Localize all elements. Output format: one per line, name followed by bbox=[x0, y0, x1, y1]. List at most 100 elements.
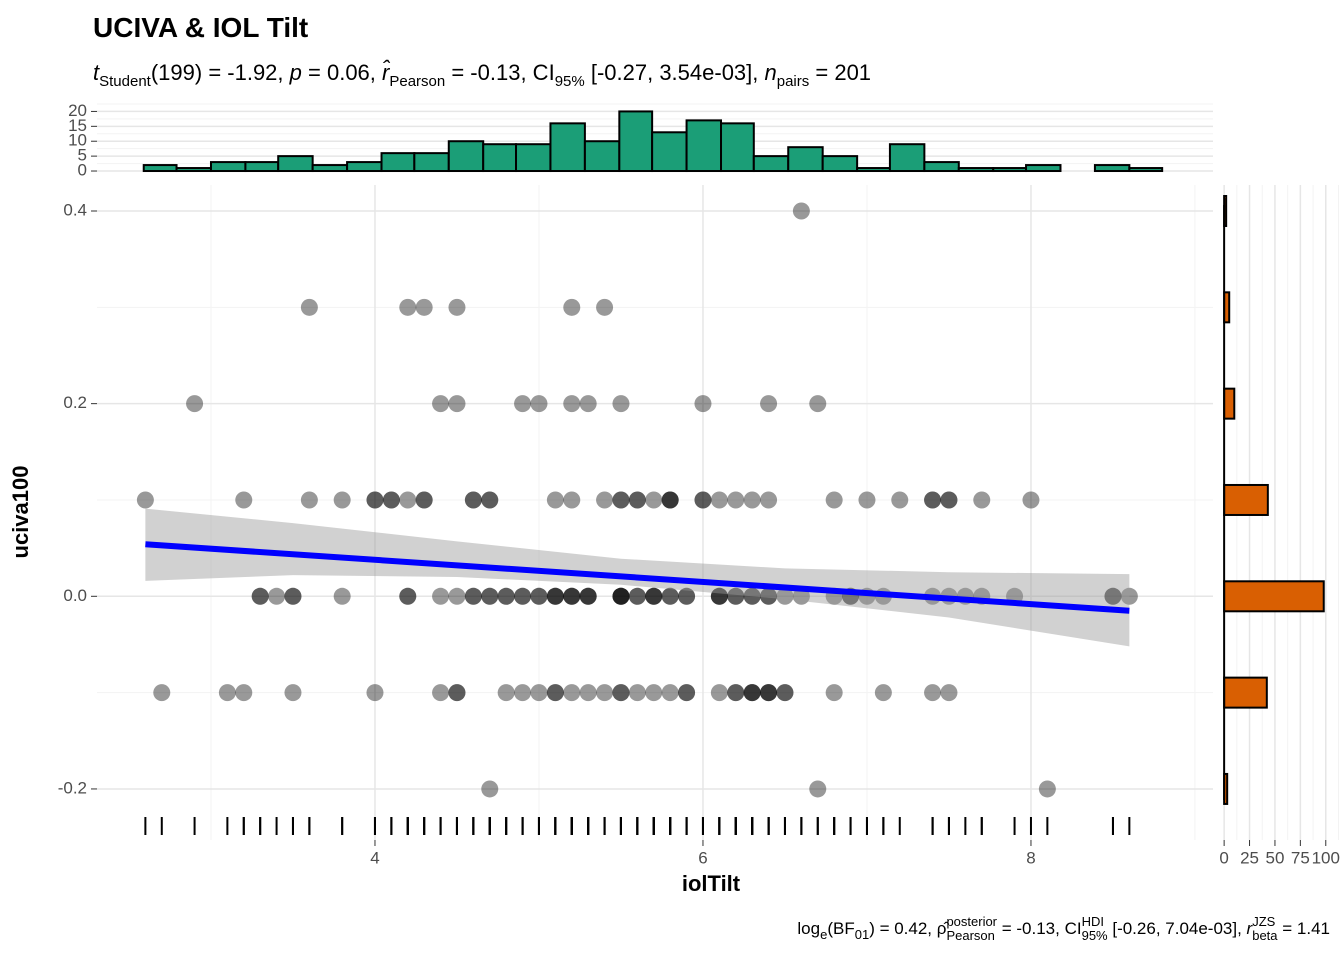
point bbox=[710, 684, 728, 702]
point bbox=[596, 298, 614, 316]
point bbox=[333, 491, 351, 509]
caption-part: r bbox=[1247, 919, 1254, 938]
point bbox=[628, 491, 646, 509]
point bbox=[792, 202, 810, 220]
point bbox=[530, 587, 548, 605]
point bbox=[710, 587, 728, 605]
point bbox=[612, 587, 630, 605]
point bbox=[760, 587, 778, 605]
point bbox=[366, 684, 384, 702]
point bbox=[481, 780, 499, 798]
point bbox=[612, 395, 630, 413]
point bbox=[514, 684, 532, 702]
histogram-bar bbox=[1223, 387, 1236, 420]
histogram-bar bbox=[856, 167, 891, 173]
point bbox=[743, 684, 761, 702]
point bbox=[563, 684, 581, 702]
point bbox=[251, 587, 269, 605]
point bbox=[497, 587, 515, 605]
caption-part: log bbox=[797, 919, 820, 938]
point bbox=[546, 684, 564, 702]
histogram-bar bbox=[515, 143, 552, 173]
point bbox=[809, 780, 827, 798]
point bbox=[563, 298, 581, 316]
caption-part: beta bbox=[1252, 928, 1278, 943]
point bbox=[432, 587, 450, 605]
point bbox=[530, 684, 548, 702]
point bbox=[415, 491, 433, 509]
point bbox=[924, 491, 942, 509]
caption-part: (BF bbox=[827, 919, 854, 938]
caption-part: ) = 0.42, bbox=[869, 919, 937, 938]
y-tick-label: -0.2 bbox=[58, 778, 87, 797]
point bbox=[481, 587, 499, 605]
point bbox=[612, 684, 630, 702]
chart-title: UCIVA & IOL Tilt bbox=[93, 12, 308, 43]
histogram-bar bbox=[1223, 580, 1325, 613]
point bbox=[825, 491, 843, 509]
point bbox=[891, 491, 909, 509]
point bbox=[448, 684, 466, 702]
point bbox=[760, 684, 778, 702]
histogram-bar bbox=[685, 119, 723, 173]
point bbox=[809, 395, 827, 413]
point bbox=[727, 684, 745, 702]
point bbox=[497, 587, 515, 605]
point bbox=[563, 395, 581, 413]
point bbox=[546, 491, 564, 509]
point bbox=[628, 491, 646, 509]
y-tick-label: 0.4 bbox=[63, 200, 87, 219]
x-tick-label: 8 bbox=[1026, 848, 1035, 867]
point bbox=[366, 491, 384, 509]
point bbox=[940, 684, 958, 702]
histogram-bar bbox=[447, 140, 485, 173]
point bbox=[268, 587, 286, 605]
point bbox=[792, 587, 810, 605]
point bbox=[661, 491, 679, 509]
caption-part: posterior bbox=[946, 914, 997, 929]
x-tick-label: 75 bbox=[1291, 848, 1310, 867]
subtitle-part: Pearson bbox=[389, 73, 445, 90]
y-tick-label: 5 bbox=[78, 146, 87, 165]
point bbox=[710, 491, 728, 509]
point bbox=[940, 491, 958, 509]
point bbox=[612, 491, 630, 509]
point bbox=[596, 684, 614, 702]
subtitle-part: 95% bbox=[555, 73, 585, 90]
subtitle-part: (199) = -1.92, bbox=[151, 60, 290, 85]
point bbox=[743, 491, 761, 509]
subtitle-part: Student bbox=[99, 73, 152, 90]
point bbox=[924, 684, 942, 702]
point bbox=[284, 587, 302, 605]
point bbox=[710, 587, 728, 605]
point bbox=[399, 491, 417, 509]
y-tick-label: 20 bbox=[68, 101, 87, 120]
point bbox=[284, 587, 302, 605]
caption-part: e bbox=[820, 927, 827, 942]
point bbox=[546, 587, 564, 605]
histogram-bar bbox=[821, 155, 859, 173]
point bbox=[727, 587, 745, 605]
caption-part: Pearson bbox=[946, 928, 994, 943]
histogram-bar bbox=[888, 143, 926, 173]
point bbox=[760, 587, 778, 605]
subtitle-part: p bbox=[289, 60, 302, 85]
point bbox=[940, 491, 958, 509]
point bbox=[678, 587, 696, 605]
point bbox=[333, 587, 351, 605]
point bbox=[464, 587, 482, 605]
y-tick-label: 0 bbox=[78, 161, 87, 180]
point bbox=[464, 491, 482, 509]
y-tick-label: 10 bbox=[68, 131, 87, 150]
histogram-bar bbox=[720, 122, 755, 173]
point bbox=[300, 298, 318, 316]
x-tick-label: 4 bbox=[370, 848, 379, 867]
point bbox=[776, 587, 794, 605]
point bbox=[612, 587, 630, 605]
point bbox=[153, 684, 171, 702]
point bbox=[563, 587, 581, 605]
histogram-bar bbox=[957, 167, 995, 173]
